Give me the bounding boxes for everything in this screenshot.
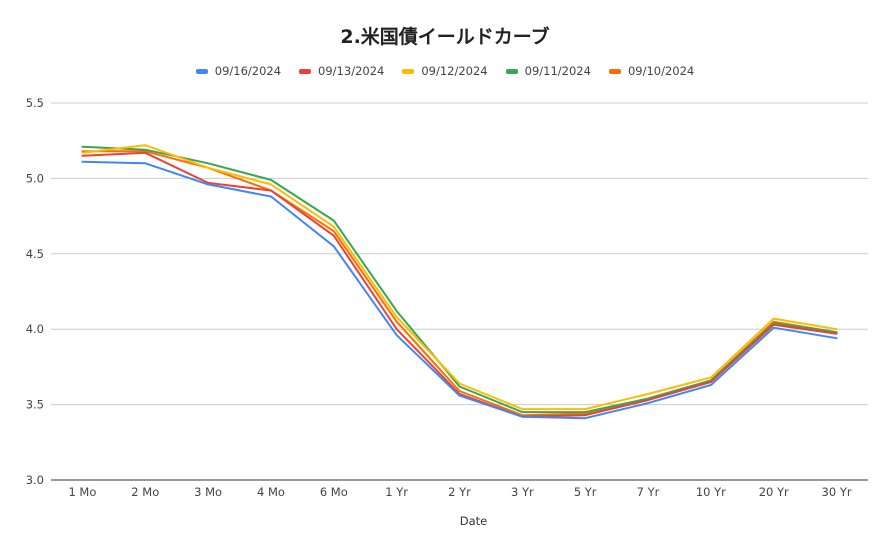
x-tick-label: 20 Yr (759, 485, 789, 499)
legend-swatch (195, 68, 208, 74)
y-tick-label: 4.5 (26, 247, 44, 261)
series-line-09-12-2024 (81, 144, 838, 411)
x-tick-label: 3 Mo (194, 485, 222, 499)
legend-swatch (505, 68, 518, 74)
legend: 09/16/2024 09/13/2024 09/12/2024 09/11/2024… (0, 64, 890, 78)
legend-label: 09/13/2024 (318, 64, 385, 78)
x-tick-label: 3 Yr (511, 485, 534, 499)
x-tick-label: 30 Yr (822, 485, 852, 499)
x-tick-label: 2 Mo (131, 485, 159, 499)
x-tick-label: 2 Yr (448, 485, 471, 499)
x-tick-label: 10 Yr (696, 485, 726, 499)
chart-title: 2.米国債イールドカーブ (340, 26, 550, 48)
legend-item[interactable]: 09/13/2024 (299, 64, 384, 78)
x-axis-title: Date (460, 514, 488, 528)
legend-item[interactable]: 09/12/2024 (402, 64, 488, 78)
series-line-09-10-2024 (81, 150, 838, 417)
y-tick-label: 3.0 (26, 473, 44, 487)
y-tick-label: 3.5 (26, 398, 44, 412)
y-tick-label: 4.0 (26, 322, 44, 336)
x-tick-label: 4 Mo (257, 485, 285, 499)
series-line-09-13-2024 (81, 151, 838, 418)
legend-item[interactable]: 09/11/2024 (505, 64, 591, 78)
legend-swatch (402, 68, 415, 74)
x-tick-label: 5 Yr (574, 485, 597, 499)
legend-swatch (299, 68, 312, 74)
x-tick-label: 6 Mo (320, 485, 348, 499)
series-line-09-11-2024 (81, 145, 838, 414)
x-tick-label: 7 Yr (637, 485, 660, 499)
legend-item[interactable]: 09/16/2024 (195, 64, 282, 78)
legend-swatch (608, 68, 621, 74)
x-tick-label: 1 Yr (385, 485, 408, 499)
y-tick-label: 5.5 (26, 96, 44, 110)
legend-label: 09/12/2024 (421, 64, 488, 78)
series-line-09-16-2024 (81, 160, 838, 420)
y-tick-label: 5.0 (26, 171, 44, 185)
legend-label: 09/10/2024 (627, 64, 695, 78)
legend-label: 09/16/2024 (214, 64, 282, 78)
x-tick-label: 1 Mo (68, 485, 96, 499)
legend-label: 09/11/2024 (524, 64, 591, 78)
legend-item[interactable]: 09/10/2024 (608, 64, 695, 78)
